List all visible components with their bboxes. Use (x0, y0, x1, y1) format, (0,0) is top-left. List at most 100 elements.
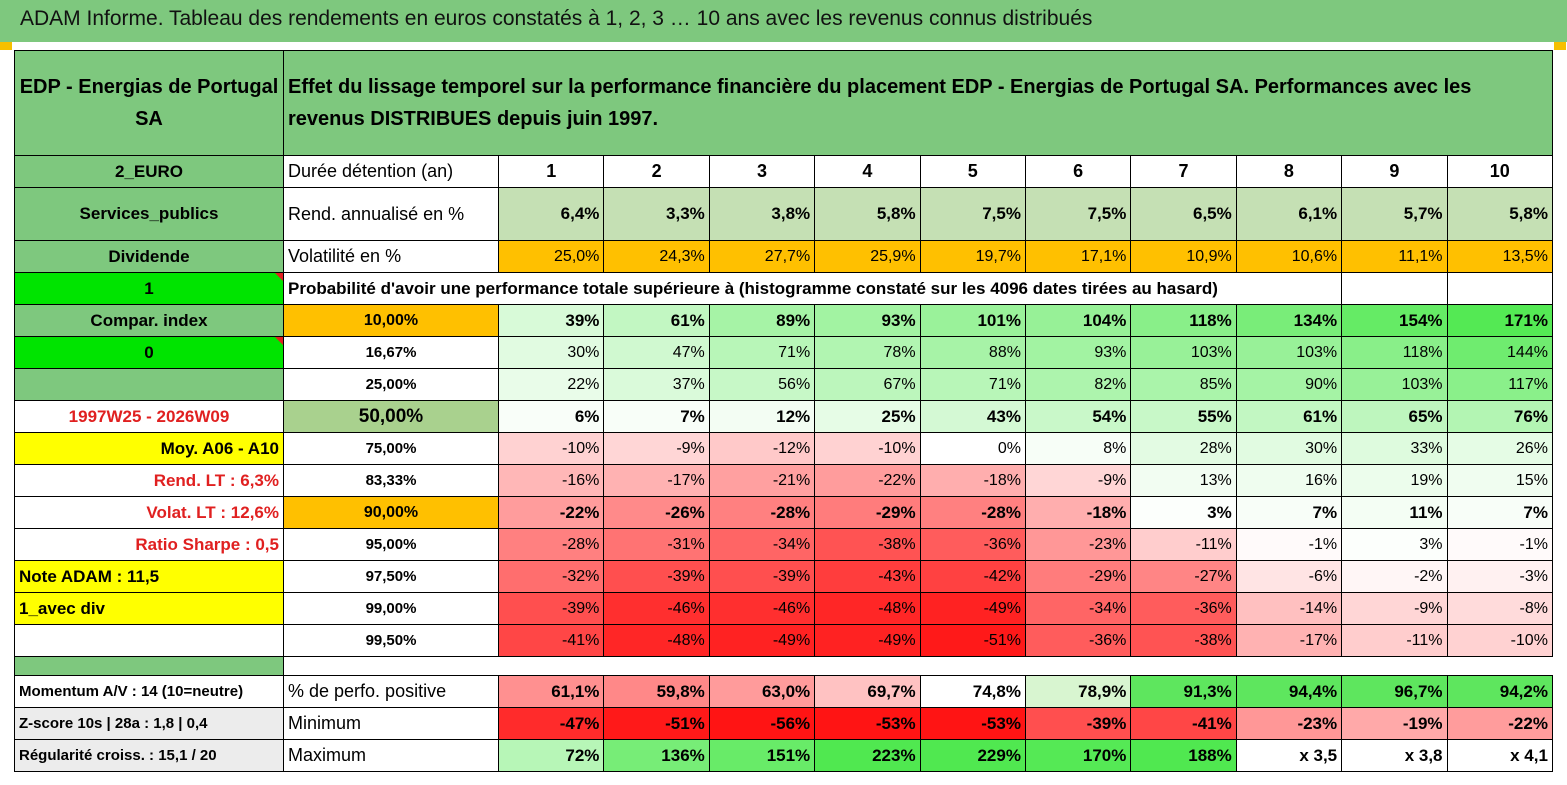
vol-cell: 10,9% (1130, 240, 1237, 273)
percentile-value: 33% (1341, 432, 1448, 465)
duration-row: 2_EURO Durée détention (an) 1 2 3 4 5 6 … (14, 155, 1553, 188)
percentile-value: -36% (919, 528, 1026, 561)
stat-row: Momentum A/V : 14 (10=neutre)% de perfo.… (14, 675, 1553, 708)
percentile-value: -41% (497, 624, 605, 657)
percentile-value: -21% (708, 464, 816, 497)
stat-value: -56% (708, 707, 816, 740)
percentile-value: -22% (497, 496, 605, 529)
percentile-value: 61% (1235, 400, 1343, 433)
percentile-value: -49% (814, 624, 921, 657)
empty-label (14, 624, 284, 657)
stat-value: -51% (603, 707, 710, 740)
percentile-value: -16% (497, 464, 605, 497)
percentile-value: -49% (919, 592, 1026, 625)
percentile-value: -31% (603, 528, 710, 561)
percentile-row: 1_avec div 99,00% -39% -46% -46% -48% -49% -34%… (14, 592, 1553, 625)
percentile-value: 3% (1341, 528, 1448, 561)
percentile-value: -22% (814, 464, 921, 497)
percentile-value: 12% (708, 400, 816, 433)
percentile-value: 93% (1024, 336, 1132, 369)
report-title: ADAM Informe. Tableau des rendements en … (20, 7, 1093, 30)
percentile-value: 6% (497, 400, 605, 433)
percentile-value: 117% (1446, 368, 1553, 401)
vol-cell: 25,0% (497, 240, 605, 273)
percentile-value: 11% (1341, 496, 1448, 529)
percentile-value: -9% (1024, 464, 1132, 497)
percentile-value: -6% (1235, 560, 1343, 593)
percentile-value: -36% (1024, 624, 1132, 657)
rend-cell: 5,8% (814, 187, 921, 241)
percentile-value: -1% (1446, 528, 1553, 561)
percentile-row: 1997W25 - 2026W09 50,00% 6% 7% 12% 25% 43% 54% 5… (14, 400, 1553, 433)
percentile-value: 56% (708, 368, 816, 401)
vol-cell: 19,7% (919, 240, 1026, 273)
percentile-label: 10,00% (283, 304, 499, 337)
avec-div-label: 1_avec div (14, 592, 284, 625)
percentile-value: -9% (1341, 592, 1448, 625)
empty-label (14, 368, 284, 401)
stat-value: 223% (814, 739, 921, 772)
percentile-value: 39% (497, 304, 605, 337)
percentile-value: -11% (1341, 624, 1448, 657)
percentile-value: 47% (603, 336, 710, 369)
percentile-value: 22% (497, 368, 605, 401)
stat-label: Minimum (283, 707, 499, 740)
percentile-value: 134% (1235, 304, 1343, 337)
percentile-label: 16,67% (283, 336, 499, 369)
percentile-value: 67% (814, 368, 921, 401)
separator-cell (14, 656, 284, 676)
year-cell: 4 (814, 155, 921, 188)
percentile-value: -29% (1024, 560, 1132, 593)
percentile-value: 65% (1341, 400, 1448, 433)
rend-lt-label: Rend. LT : 6,3% (14, 464, 284, 497)
percentile-value: 28% (1130, 432, 1237, 465)
stat-value: x 3,8 (1341, 739, 1448, 772)
stat-value: 59,8% (603, 675, 710, 708)
income-label: Dividende (14, 240, 284, 273)
stat-label: % de perfo. positive (283, 675, 499, 708)
percentile-value: 103% (1130, 336, 1237, 369)
moy-label: Moy. A06 - A10 (14, 432, 284, 465)
stat-value: 94,4% (1235, 675, 1343, 708)
percentile-value: 26% (1446, 432, 1553, 465)
percentile-value: -28% (497, 528, 605, 561)
rend-cell: 5,7% (1341, 187, 1448, 241)
percentile-label: 95,00% (283, 528, 499, 561)
period-label: 1997W25 - 2026W09 (14, 400, 284, 433)
note-label: Note ADAM : 11,5 (14, 560, 284, 593)
stat-value: -53% (919, 707, 1026, 740)
rend-row: Services_publics Rend. annualisé en % 6,… (14, 187, 1553, 241)
sector-label: Services_publics (14, 187, 284, 241)
percentile-value: 144% (1446, 336, 1553, 369)
percentile-value: -10% (814, 432, 921, 465)
percentile-row: 0 16,67% 30% 47% 71% 78% 88% 93% 103% 103% 118% 144… (14, 336, 1553, 369)
stat-value: -41% (1130, 707, 1237, 740)
stat-value: 61,1% (497, 675, 605, 708)
percentile-value: 90% (1235, 368, 1343, 401)
percentile-value: -34% (1024, 592, 1132, 625)
duration-label: Durée détention (an) (283, 155, 499, 188)
percentile-value: 0% (919, 432, 1026, 465)
percentile-value: -28% (708, 496, 816, 529)
stat-value: 63,0% (708, 675, 816, 708)
percentile-value: -26% (603, 496, 710, 529)
year-cell: 9 (1341, 155, 1448, 188)
currency-label: 2_EURO (14, 155, 284, 188)
percentile-value: -49% (708, 624, 816, 657)
stat-value: 69,7% (814, 675, 921, 708)
percentile-value: -1% (1235, 528, 1343, 561)
percentile-value: -11% (1130, 528, 1237, 561)
rend-cell: 7,5% (919, 187, 1026, 241)
stat-value: 188% (1130, 739, 1237, 772)
percentile-value: -46% (708, 592, 816, 625)
rend-label: Rend. annualisé en % (283, 187, 499, 241)
percentile-value: -34% (708, 528, 816, 561)
volat-lt-label: Volat. LT : 12,6% (14, 496, 284, 529)
stat-side-label: Z-score 10s | 28a : 1,8 | 0,4 (14, 707, 284, 740)
selection-marker-right (1554, 42, 1566, 50)
percentile-value: -2% (1341, 560, 1448, 593)
percentile-value: 3% (1130, 496, 1237, 529)
vol-row: Dividende Volatilité en % 25,0% 24,3% 27… (14, 240, 1553, 273)
rend-cell: 6,1% (1235, 187, 1343, 241)
percentile-value: -28% (919, 496, 1026, 529)
